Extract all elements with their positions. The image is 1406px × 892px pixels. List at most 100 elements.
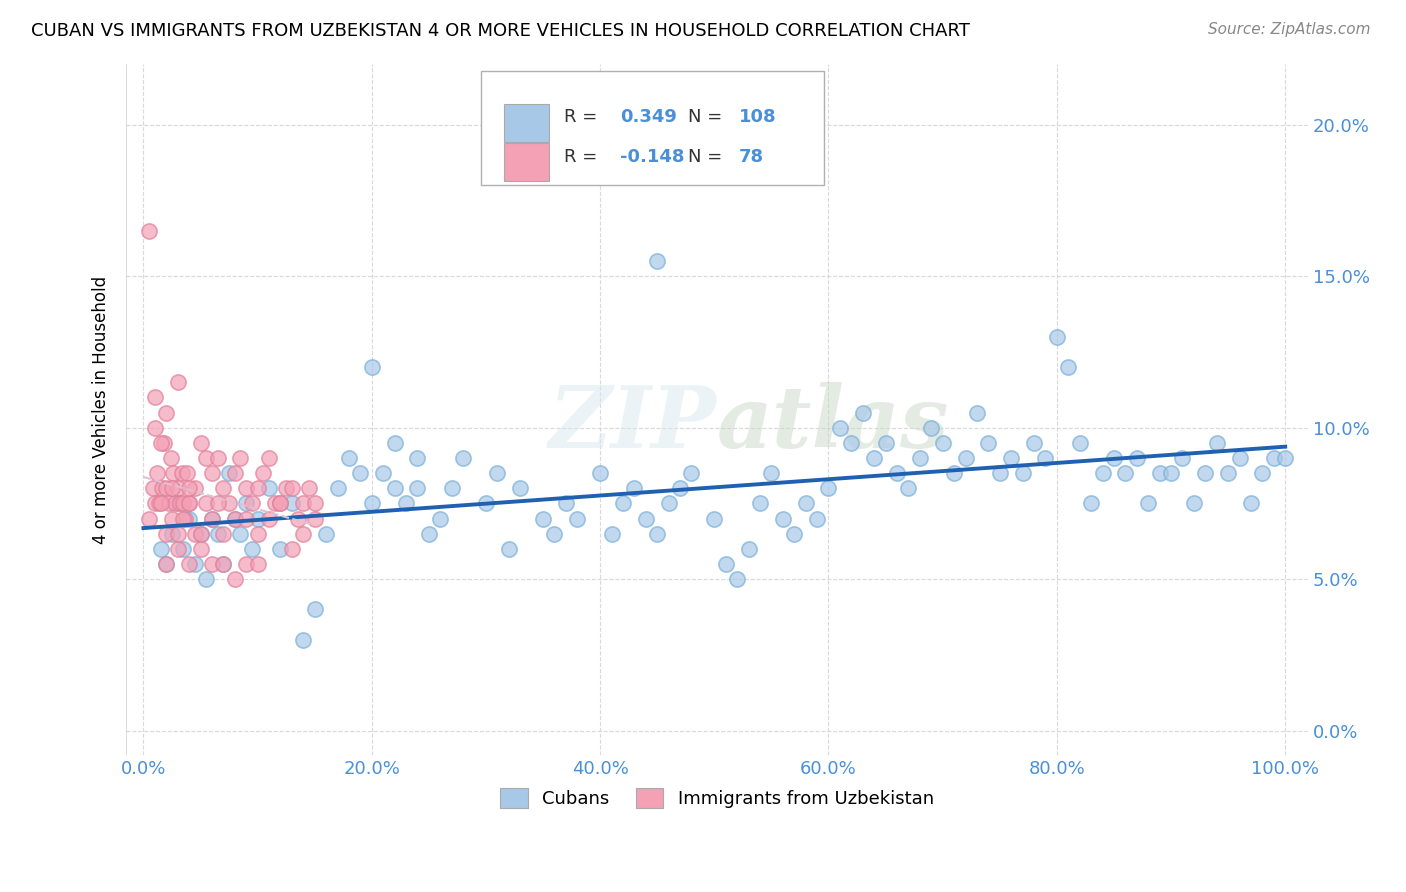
- Point: [148, 496, 170, 510]
- Point: [612, 496, 634, 510]
- Point: [761, 466, 783, 480]
- Point: [1000, 450, 1022, 465]
- Point: [240, 496, 263, 510]
- Point: [212, 526, 235, 541]
- Point: [1182, 496, 1205, 510]
- Point: [257, 481, 280, 495]
- Point: [292, 632, 315, 647]
- Point: [229, 450, 252, 465]
- Point: [169, 496, 191, 510]
- Point: [201, 511, 224, 525]
- Point: [714, 557, 737, 571]
- Point: [172, 511, 194, 525]
- Point: [298, 481, 321, 495]
- Point: [212, 557, 235, 571]
- Text: -0.148: -0.148: [620, 148, 685, 166]
- Point: [240, 541, 263, 556]
- Point: [184, 526, 207, 541]
- Point: [263, 496, 285, 510]
- Point: [794, 496, 817, 510]
- Text: R =: R =: [564, 108, 603, 127]
- Point: [160, 450, 183, 465]
- Point: [841, 435, 863, 450]
- Point: [160, 481, 183, 495]
- Point: [246, 511, 269, 525]
- Point: [201, 511, 224, 525]
- Point: [184, 557, 207, 571]
- Point: [1216, 466, 1239, 480]
- Point: [177, 496, 200, 510]
- Point: [207, 526, 229, 541]
- Point: [955, 450, 977, 465]
- Point: [567, 511, 589, 525]
- Point: [509, 481, 531, 495]
- Point: [195, 572, 218, 586]
- Point: [177, 557, 200, 571]
- Point: [176, 466, 198, 480]
- Text: CUBAN VS IMMIGRANTS FROM UZBEKISTAN 4 OR MORE VEHICLES IN HOUSEHOLD CORRELATION : CUBAN VS IMMIGRANTS FROM UZBEKISTAN 4 OR…: [31, 22, 970, 40]
- Point: [281, 496, 304, 510]
- Point: [451, 450, 474, 465]
- Point: [184, 481, 207, 495]
- Point: [920, 420, 942, 434]
- Point: [235, 557, 257, 571]
- Point: [875, 435, 897, 450]
- Point: [252, 466, 274, 480]
- Point: [406, 481, 429, 495]
- Point: [384, 435, 406, 450]
- Point: [498, 541, 520, 556]
- Point: [1069, 435, 1091, 450]
- Point: [1194, 466, 1216, 480]
- Text: ZIP: ZIP: [550, 382, 717, 465]
- Y-axis label: 4 or more Vehicles in Household: 4 or more Vehicles in Household: [93, 276, 110, 543]
- Point: [908, 450, 931, 465]
- Point: [886, 466, 908, 480]
- Text: R =: R =: [564, 148, 603, 166]
- Point: [162, 466, 184, 480]
- Point: [1126, 450, 1149, 465]
- Text: N =: N =: [688, 108, 728, 127]
- Bar: [505, 103, 550, 142]
- Point: [863, 450, 886, 465]
- Point: [166, 541, 188, 556]
- Point: [281, 481, 304, 495]
- Point: [966, 405, 988, 419]
- Point: [172, 466, 194, 480]
- Point: [1274, 450, 1296, 465]
- Point: [703, 511, 725, 525]
- Point: [269, 496, 291, 510]
- Point: [246, 526, 269, 541]
- Point: [1137, 496, 1160, 510]
- Point: [235, 481, 257, 495]
- FancyBboxPatch shape: [481, 71, 824, 185]
- Point: [1057, 360, 1080, 375]
- Point: [543, 526, 565, 541]
- Point: [157, 496, 180, 510]
- Point: [1149, 466, 1171, 480]
- Point: [531, 511, 554, 525]
- Point: [395, 496, 418, 510]
- Point: [725, 572, 748, 586]
- Text: 78: 78: [738, 148, 763, 166]
- Point: [349, 466, 371, 480]
- Point: [276, 481, 298, 495]
- Point: [177, 511, 200, 525]
- Point: [634, 511, 657, 525]
- Point: [304, 511, 326, 525]
- Point: [224, 466, 246, 480]
- Point: [172, 496, 194, 510]
- Point: [292, 496, 315, 510]
- Text: 0.349: 0.349: [620, 108, 678, 127]
- Point: [1011, 466, 1033, 480]
- Point: [1046, 330, 1069, 344]
- Point: [1263, 450, 1285, 465]
- Point: [235, 511, 257, 525]
- Point: [155, 557, 177, 571]
- Point: [669, 481, 692, 495]
- Point: [737, 541, 759, 556]
- Point: [1091, 466, 1114, 480]
- Point: [190, 526, 212, 541]
- Bar: [505, 144, 550, 181]
- Point: [897, 481, 920, 495]
- Point: [138, 511, 160, 525]
